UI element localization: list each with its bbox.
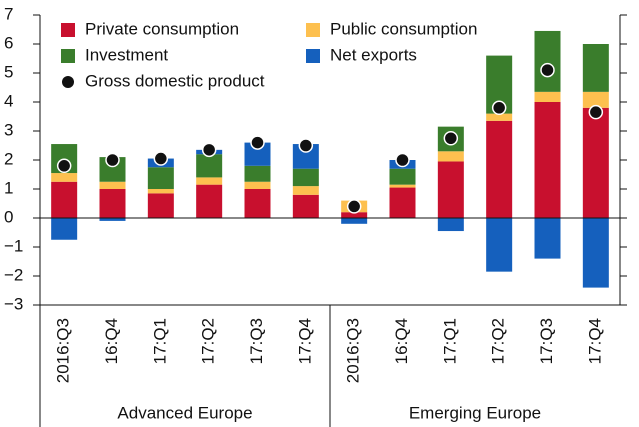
gdp-point — [56, 158, 72, 174]
bar-segment — [486, 120, 513, 218]
legend-swatch — [306, 23, 320, 37]
gdp-point — [250, 135, 265, 150]
bar-segment — [486, 218, 513, 272]
bar-segment — [147, 193, 174, 218]
bar-segment — [437, 161, 464, 218]
x-tick-label: 2016:Q3 — [344, 318, 363, 383]
group-label: Emerging Europe — [409, 403, 541, 422]
x-tick-label: 17:Q1 — [440, 318, 459, 364]
bar-segment — [244, 142, 271, 166]
bar-segment — [292, 186, 319, 195]
x-tick-label: 2016:Q3 — [54, 318, 73, 383]
gdp-point — [443, 131, 459, 146]
bar-segment — [534, 102, 561, 218]
y-tick-label: 6 — [4, 33, 13, 52]
bar-segment — [534, 30, 561, 92]
y-tick-label: 5 — [4, 62, 13, 81]
bar-segment — [99, 189, 126, 218]
x-tick-label: 17:Q4 — [295, 318, 314, 364]
bar-segment — [534, 91, 561, 102]
bar-segment — [51, 173, 78, 182]
x-tick-label: 17:Q2 — [489, 318, 508, 364]
bar-segment — [582, 44, 609, 92]
y-tick-label: 7 — [4, 4, 13, 23]
gdp-point — [588, 104, 604, 120]
x-tick-label: 17:Q2 — [199, 318, 218, 364]
legend-label: Private consumption — [85, 19, 239, 38]
gdp-point — [346, 199, 362, 214]
gdp-point — [395, 152, 410, 168]
legend-dot — [62, 76, 74, 88]
legend-swatch — [61, 49, 75, 63]
bar-segment — [582, 91, 609, 108]
gdp-point — [491, 100, 507, 116]
y-tick-label: 1 — [4, 178, 13, 197]
y-tick-label: 4 — [4, 91, 13, 110]
bar-segment — [534, 218, 561, 259]
legend-swatch — [61, 23, 75, 37]
y-tick-label: 0 — [4, 207, 13, 226]
group-label: Advanced Europe — [117, 403, 252, 422]
x-tick-label: 17:Q3 — [537, 318, 556, 364]
gdp-point — [105, 152, 120, 168]
legend-label: Net exports — [330, 45, 417, 64]
y-tick-label: −3 — [4, 294, 23, 313]
bar-segment — [147, 167, 174, 189]
legend-label: Public consumption — [330, 19, 477, 38]
bar-segment — [244, 165, 271, 182]
x-tick-label: 17:Q1 — [150, 318, 169, 364]
bar-segment — [51, 218, 78, 240]
legend-label: Gross domestic product — [85, 71, 265, 90]
x-tick-label: 17:Q3 — [247, 318, 266, 364]
bar-segment — [292, 168, 319, 187]
bar-segment — [147, 189, 174, 194]
bar-segment — [196, 177, 223, 185]
y-tick-label: −1 — [4, 236, 23, 255]
bar-segment — [389, 168, 416, 185]
gdp-point — [540, 62, 555, 78]
legend-swatch — [306, 49, 320, 63]
legend-label: Investment — [85, 45, 168, 64]
bar-segment — [389, 184, 416, 188]
x-tick-label: 16:Q4 — [392, 318, 411, 364]
gdp-point — [153, 151, 169, 166]
y-tick-label: 3 — [4, 120, 13, 139]
bar-segment — [389, 187, 416, 218]
bar-segment — [486, 113, 513, 121]
bar-segment — [244, 189, 271, 218]
gdp-point — [298, 138, 314, 153]
bar-segment — [99, 218, 126, 221]
bar-segment — [341, 218, 368, 224]
bar-segment — [437, 151, 464, 162]
bar-segment — [437, 218, 464, 232]
x-tick-label: 16:Q4 — [102, 318, 121, 364]
bar-segment — [341, 212, 368, 218]
gdp-point — [201, 142, 217, 158]
x-tick-label: 17:Q4 — [585, 318, 604, 364]
bar-segment — [582, 107, 609, 218]
y-tick-label: 2 — [4, 149, 13, 168]
bar-segment — [196, 154, 223, 178]
y-tick-label: −2 — [4, 265, 23, 284]
bar-segment — [196, 184, 223, 218]
bar-segment — [99, 181, 126, 189]
bar-segment — [292, 194, 319, 218]
bar-segment — [244, 181, 271, 189]
bar-segment — [582, 218, 609, 288]
bar-segment — [51, 181, 78, 218]
